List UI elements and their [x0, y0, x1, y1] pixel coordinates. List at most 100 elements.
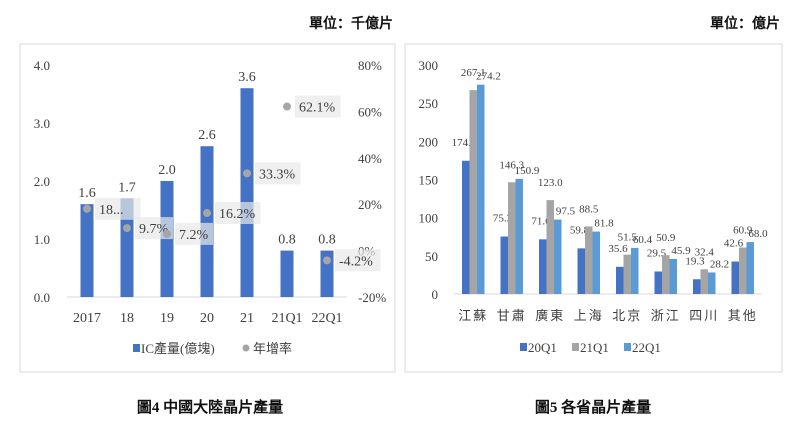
growth-point: [283, 102, 291, 111]
bar-22Q1: [592, 231, 600, 294]
bar-22Q1: [631, 247, 639, 294]
x-tick-label: 廣東: [535, 308, 565, 323]
x-tick-label: 18: [120, 311, 134, 326]
bar-21Q1: [623, 254, 631, 294]
bar-21Q1: [662, 255, 670, 294]
bar-ic-output: [80, 204, 94, 297]
x-tick-label: 甘肅: [497, 308, 527, 323]
growth-point: [123, 224, 131, 233]
chart1-frame: [19, 43, 396, 373]
bar-value-label: 45.9: [671, 245, 691, 257]
x-tick-label: 四川: [689, 308, 719, 323]
bar-20Q1: [731, 261, 739, 294]
bar-value-label: 2.0: [158, 163, 176, 178]
bar-22Q1: [746, 242, 754, 294]
bar-21Q1: [546, 200, 554, 294]
bar-21Q1: [700, 269, 708, 294]
growth-value-label: 33.3%: [259, 167, 296, 182]
right-axis-tick: 80%: [358, 58, 382, 73]
bar-value-label: 1.6: [78, 186, 96, 201]
bar-20Q1: [462, 160, 470, 294]
x-tick-label: 上海: [574, 308, 604, 323]
bar-value-label: 0.8: [278, 233, 296, 248]
legend-label-growth: 年增率: [253, 341, 292, 356]
bar-ic-output: [120, 198, 134, 297]
growth-label-box: [175, 222, 213, 245]
growth-point: [83, 204, 91, 213]
bar-21Q1: [469, 90, 477, 294]
chart2-frame: [404, 43, 783, 373]
growth-label-box: [255, 162, 301, 185]
chart2-caption: 圖5 各省晶片產量: [535, 398, 651, 416]
growth-point: [323, 256, 331, 265]
bar-22Q1: [669, 258, 677, 294]
bar-value-label: 3.6: [238, 70, 256, 85]
bar-value-label: 71.6: [531, 215, 551, 227]
y-axis-tick: 100: [419, 211, 439, 226]
bar-value-label: 59.8: [570, 224, 590, 236]
x-tick-label: 20: [200, 311, 214, 326]
left-axis-tick: 4.0: [34, 58, 50, 73]
bar-21Q1: [508, 182, 516, 294]
chart1-unit: 單位：千億片: [309, 15, 393, 32]
bar-value-label: 19.3: [685, 255, 705, 267]
x-tick-label: 19: [160, 311, 174, 326]
left-axis-tick: 0.0: [34, 290, 50, 305]
bar-value-label: 123.0: [538, 177, 563, 189]
bar-value-label: 81.8: [594, 218, 614, 230]
bar-value-label: 60.9: [733, 225, 753, 237]
growth-value-label: 18...: [99, 203, 124, 218]
bar-value-label: 35.6: [608, 243, 628, 255]
bar-20Q1: [539, 239, 547, 294]
bar-ic-output: [280, 250, 294, 297]
y-axis-tick: 200: [419, 134, 439, 149]
bar-22Q1: [515, 178, 523, 294]
legend-swatch-21Q1: [572, 343, 579, 351]
x-tick-label: 22Q1: [311, 311, 342, 326]
legend-swatch-growth: [242, 344, 250, 352]
bar-22Q1: [554, 219, 562, 294]
growth-label-box: [215, 202, 261, 225]
bar-value-label: 32.4: [695, 246, 715, 258]
chart1-caption: 圖4 中國大陸晶片產量: [137, 398, 283, 416]
x-tick-label: 江蘇: [458, 308, 488, 323]
y-axis-tick: 250: [419, 96, 439, 111]
bar-value-label: 68.0: [748, 228, 768, 240]
bar-ic-output: [240, 88, 254, 297]
left-axis-tick: 3.0: [34, 116, 50, 131]
legend-swatch-22Q1: [624, 343, 631, 351]
left-axis-tick: 1.0: [34, 232, 50, 247]
x-tick-label: 北京: [612, 308, 642, 323]
y-axis-tick: 0: [432, 287, 439, 302]
bar-20Q1: [616, 266, 624, 294]
growth-label-box: [295, 95, 341, 118]
bar-22Q1: [708, 272, 716, 294]
bar-value-label: 50.9: [656, 232, 676, 244]
x-tick-label: 2017: [73, 311, 101, 326]
bar-20Q1: [654, 271, 662, 294]
right-axis-tick: -20%: [358, 290, 386, 305]
bar-22Q1: [477, 84, 485, 294]
bar-20Q1: [577, 248, 585, 294]
legend-swatch-20Q1: [520, 343, 527, 351]
bar-value-label: 274.2: [476, 71, 501, 83]
chart1: 0.01.02.03.04.0-20%0%20%40%60%80%1.62017…: [34, 58, 387, 356]
bar-21Q1: [739, 247, 747, 294]
bar-ic-output: [200, 146, 214, 297]
growth-value-label: 62.1%: [299, 101, 336, 116]
bar-value-label: 0.8: [318, 233, 336, 248]
chart2: 050100150200250300174.5267.1274.2江蘇75.31…: [419, 58, 769, 355]
legend-label: 22Q1: [632, 340, 661, 355]
bar-value-label: 88.5: [579, 203, 599, 215]
growth-value-label: -4.2%: [339, 254, 373, 269]
bar-value-label: 51.5: [618, 232, 638, 244]
x-tick-label: 浙江: [651, 308, 681, 323]
growth-value-label: 9.7%: [139, 222, 169, 237]
growth-point: [203, 209, 211, 218]
left-axis-tick: 2.0: [34, 174, 50, 189]
bar-value-label: 97.5: [556, 206, 576, 218]
legend-label: 20Q1: [528, 340, 557, 355]
x-tick-label: 其他: [728, 308, 758, 323]
